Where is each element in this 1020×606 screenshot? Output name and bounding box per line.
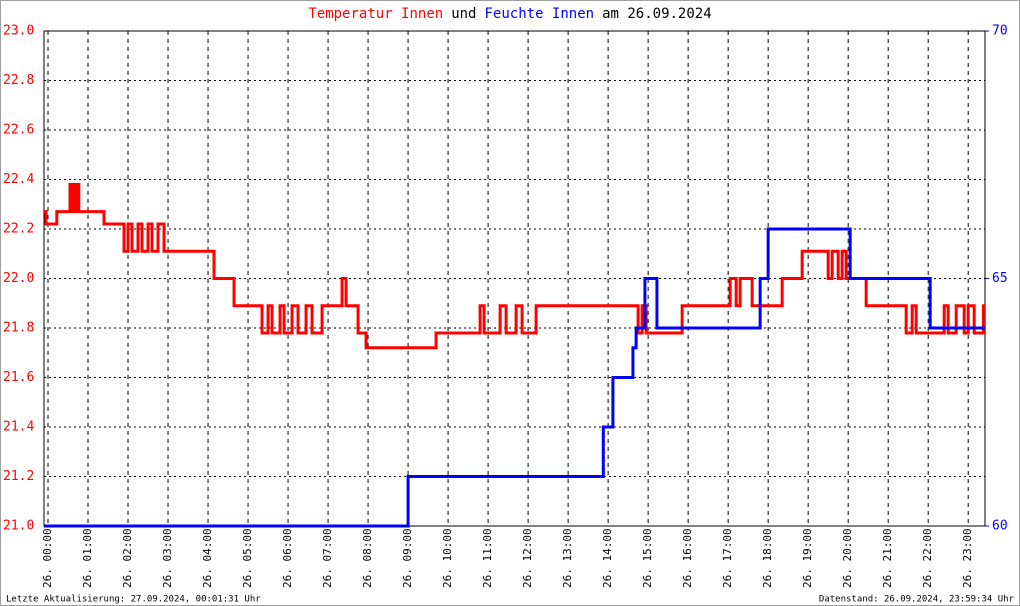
y2-tick-label: 60	[992, 519, 1008, 534]
y2-tick-label: 70	[992, 24, 1008, 39]
x-tick-label: 26. 23:00	[961, 528, 974, 588]
x-tick-label: 26. 19:00	[801, 528, 814, 588]
title-part: am 26.09.2024	[602, 6, 712, 22]
series-line	[44, 227, 985, 528]
y-tick-label: 22.4	[3, 172, 34, 187]
y-tick-label: 22.8	[3, 73, 34, 88]
x-tick-label: 26. 13:00	[561, 528, 574, 588]
y-tick-label: 21.8	[3, 321, 34, 336]
y-tick-label: 21.2	[3, 469, 34, 484]
x-tick-label: 26. 02:00	[121, 528, 134, 588]
y-tick-label: 22.6	[3, 123, 34, 138]
footer-right: Datenstand: 26.09.2024, 23:59:34 Uhr	[819, 595, 1015, 605]
x-tick-label: 26. 12:00	[521, 528, 534, 588]
x-tick-label: 26. 09:00	[401, 528, 414, 588]
title-part: Feuchte Innen	[485, 6, 595, 22]
chart-title: Temperatur Innen und Feuchte Innen am 26.09…	[308, 6, 711, 22]
x-tick-label: 26. 15:00	[641, 528, 654, 588]
footer-left: Letzte Aktualisierung: 27.09.2024, 00:01…	[6, 595, 261, 605]
title-part: und	[451, 6, 476, 22]
x-tick-label: 26. 16:00	[681, 528, 694, 588]
x-tick-label: 26. 11:00	[481, 528, 494, 588]
x-tick-label: 26. 07:00	[321, 528, 334, 588]
plot-border	[43, 30, 986, 527]
x-tick-label: 26. 21:00	[881, 528, 894, 588]
x-tick-label: 26. 17:00	[721, 528, 734, 588]
x-tick-label: 26. 04:00	[201, 528, 214, 588]
y-tick-label: 21.0	[3, 519, 34, 534]
y-tick-label: 22.0	[3, 271, 34, 286]
y-tick-label: 22.2	[3, 222, 34, 237]
y-tick-label: 23.0	[3, 24, 34, 39]
x-tick-label: 26. 10:00	[441, 528, 454, 588]
title-part: Temperatur Innen	[308, 6, 443, 22]
y2-tick-label: 65	[992, 271, 1008, 286]
x-tick-label: 26. 20:00	[841, 528, 854, 588]
x-tick-label: 26. 22:00	[921, 528, 934, 588]
x-tick-label: 26. 03:00	[161, 528, 174, 588]
x-tick-label: 26. 01:00	[81, 528, 94, 588]
x-tick-label: 26. 06:00	[281, 528, 294, 588]
x-tick-label: 26. 18:00	[761, 528, 774, 588]
x-tick-label: 26. 05:00	[241, 528, 254, 588]
x-tick-label: 26. 08:00	[361, 528, 374, 588]
x-tick-label: 26. 14:00	[601, 528, 614, 588]
y-tick-label: 21.6	[3, 370, 34, 385]
x-tick-label: 26. 00:00	[41, 528, 54, 588]
y-tick-label: 21.4	[3, 420, 34, 435]
